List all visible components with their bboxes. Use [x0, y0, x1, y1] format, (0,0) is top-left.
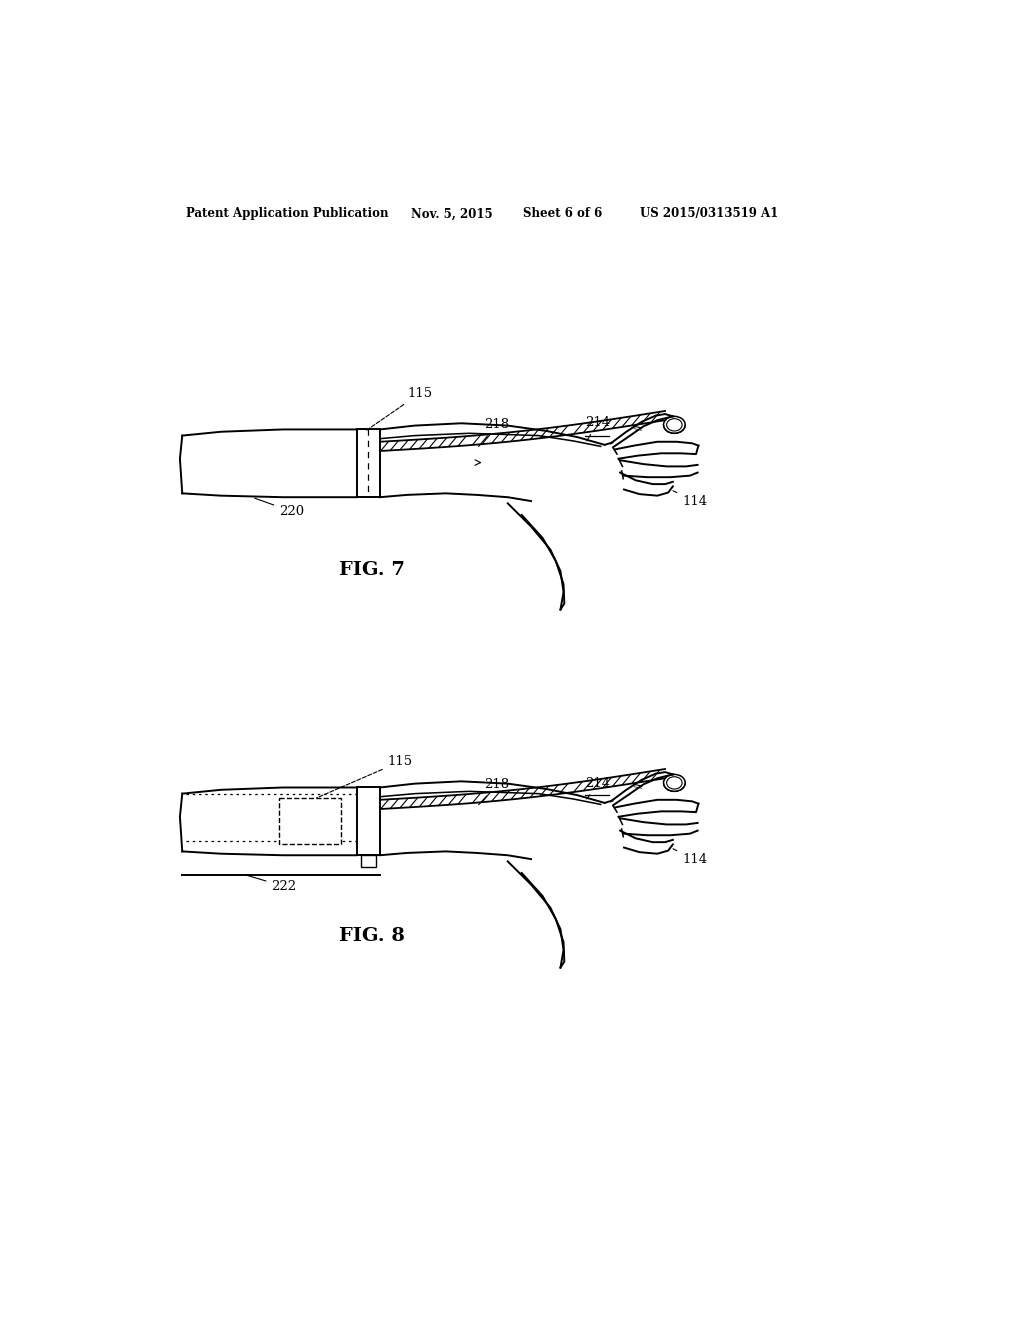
Text: 214: 214 — [586, 416, 610, 441]
Text: 115: 115 — [367, 387, 432, 430]
Text: FIG. 8: FIG. 8 — [339, 927, 406, 945]
Text: 220: 220 — [255, 498, 304, 517]
Text: Patent Application Publication: Patent Application Publication — [186, 207, 389, 220]
Bar — [356, 429, 380, 498]
Text: 114: 114 — [673, 491, 708, 508]
Text: FIG. 7: FIG. 7 — [339, 561, 406, 579]
Text: 218: 218 — [478, 779, 510, 805]
Text: 214: 214 — [586, 776, 610, 799]
Text: 115: 115 — [316, 755, 413, 797]
Text: 222: 222 — [247, 875, 297, 892]
Text: 218: 218 — [478, 418, 510, 446]
Text: Nov. 5, 2015: Nov. 5, 2015 — [411, 207, 493, 220]
Text: 114: 114 — [673, 849, 708, 866]
Bar — [356, 788, 380, 855]
Bar — [360, 855, 376, 867]
Bar — [280, 797, 341, 843]
Text: US 2015/0313519 A1: US 2015/0313519 A1 — [640, 207, 778, 220]
Text: Sheet 6 of 6: Sheet 6 of 6 — [523, 207, 602, 220]
